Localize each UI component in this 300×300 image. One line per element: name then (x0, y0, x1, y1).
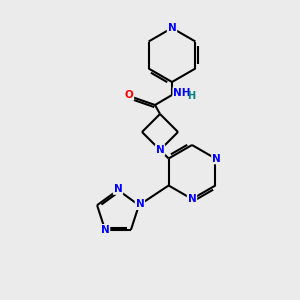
Text: N: N (212, 154, 221, 164)
Text: NH: NH (173, 88, 191, 98)
Text: H: H (187, 91, 195, 101)
Text: N: N (156, 145, 164, 155)
Text: O: O (124, 90, 134, 100)
Text: N: N (136, 199, 144, 209)
Text: N: N (101, 225, 110, 235)
Text: N: N (188, 194, 196, 204)
Text: N: N (168, 23, 176, 33)
Text: N: N (114, 184, 122, 194)
